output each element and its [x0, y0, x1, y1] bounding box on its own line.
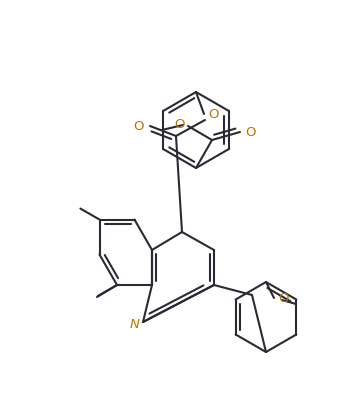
Text: N: N	[130, 318, 140, 331]
Text: O: O	[174, 118, 185, 132]
Text: O: O	[133, 120, 144, 132]
Text: O: O	[278, 293, 288, 305]
Text: O: O	[208, 109, 219, 122]
Text: O: O	[245, 126, 256, 139]
